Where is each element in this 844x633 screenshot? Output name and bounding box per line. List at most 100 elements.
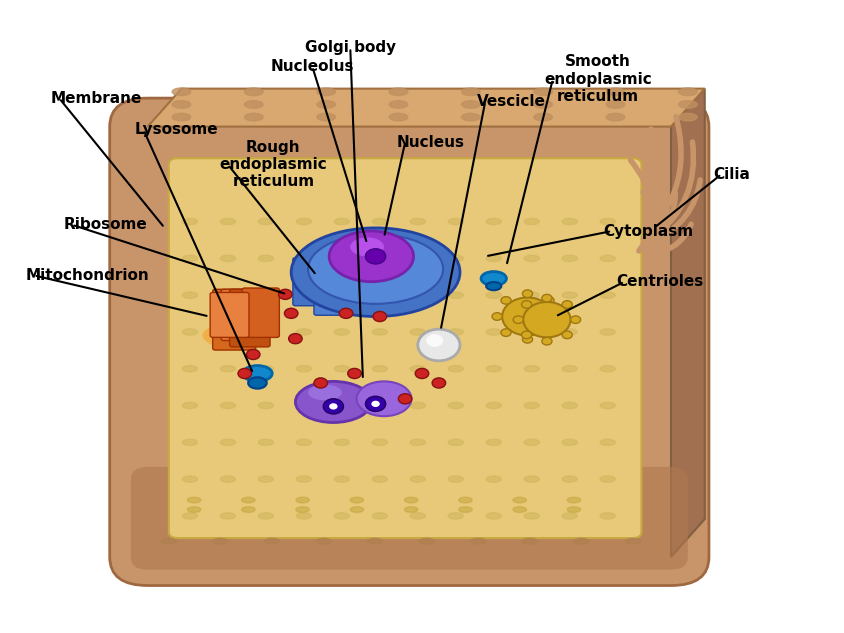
Ellipse shape [567, 498, 581, 503]
Ellipse shape [220, 329, 235, 335]
Ellipse shape [296, 513, 311, 519]
Ellipse shape [524, 476, 539, 482]
Circle shape [513, 316, 523, 323]
Circle shape [398, 394, 412, 404]
Circle shape [522, 335, 533, 343]
Ellipse shape [524, 292, 539, 298]
FancyBboxPatch shape [169, 158, 641, 538]
Ellipse shape [367, 538, 382, 544]
Ellipse shape [213, 538, 228, 544]
Ellipse shape [562, 513, 577, 519]
Ellipse shape [524, 329, 539, 335]
Ellipse shape [182, 403, 197, 409]
Text: Vescicle: Vescicle [477, 94, 546, 109]
Ellipse shape [296, 255, 311, 261]
Circle shape [544, 297, 554, 304]
Ellipse shape [410, 329, 425, 335]
Ellipse shape [389, 113, 408, 121]
Ellipse shape [182, 255, 197, 261]
Ellipse shape [308, 385, 342, 401]
Ellipse shape [220, 366, 235, 372]
Circle shape [284, 308, 298, 318]
Ellipse shape [258, 439, 273, 446]
Ellipse shape [600, 329, 615, 335]
Ellipse shape [513, 506, 527, 513]
Ellipse shape [350, 498, 364, 503]
Ellipse shape [448, 255, 463, 261]
Ellipse shape [481, 272, 506, 285]
Ellipse shape [182, 218, 197, 225]
Ellipse shape [567, 506, 581, 513]
Ellipse shape [334, 255, 349, 261]
Ellipse shape [562, 329, 577, 335]
Ellipse shape [600, 292, 615, 298]
Ellipse shape [182, 329, 197, 335]
Circle shape [371, 401, 380, 407]
Ellipse shape [600, 255, 615, 261]
Ellipse shape [296, 329, 311, 335]
Ellipse shape [203, 323, 262, 348]
Ellipse shape [372, 292, 387, 298]
Ellipse shape [606, 88, 625, 96]
Ellipse shape [329, 231, 414, 282]
Ellipse shape [182, 292, 197, 298]
Ellipse shape [513, 498, 527, 503]
Ellipse shape [350, 237, 384, 256]
Circle shape [562, 301, 572, 308]
Circle shape [323, 399, 344, 414]
Ellipse shape [182, 476, 197, 482]
Circle shape [415, 368, 429, 379]
Ellipse shape [448, 218, 463, 225]
Ellipse shape [524, 366, 539, 372]
Ellipse shape [182, 439, 197, 446]
Circle shape [418, 329, 460, 361]
Ellipse shape [562, 439, 577, 446]
Circle shape [522, 290, 533, 298]
Ellipse shape [448, 476, 463, 482]
Ellipse shape [258, 329, 273, 335]
Ellipse shape [296, 498, 310, 503]
Ellipse shape [410, 366, 425, 372]
Ellipse shape [600, 439, 615, 446]
Ellipse shape [534, 101, 553, 108]
Ellipse shape [295, 381, 371, 423]
Ellipse shape [243, 366, 272, 381]
Ellipse shape [296, 506, 310, 513]
Circle shape [542, 294, 552, 302]
Ellipse shape [562, 292, 577, 298]
Ellipse shape [372, 513, 387, 519]
Ellipse shape [600, 218, 615, 225]
Ellipse shape [404, 498, 418, 503]
Circle shape [492, 313, 502, 320]
Ellipse shape [486, 476, 501, 482]
Ellipse shape [574, 538, 589, 544]
Circle shape [501, 329, 511, 336]
Ellipse shape [258, 476, 273, 482]
Ellipse shape [606, 113, 625, 121]
Circle shape [339, 308, 353, 318]
Ellipse shape [486, 513, 501, 519]
Circle shape [365, 249, 386, 264]
Circle shape [562, 331, 572, 339]
Circle shape [348, 368, 361, 379]
Ellipse shape [410, 218, 425, 225]
Ellipse shape [448, 403, 463, 409]
Text: Cytoplasm: Cytoplasm [603, 223, 694, 239]
Ellipse shape [606, 101, 625, 108]
Ellipse shape [524, 439, 539, 446]
Ellipse shape [562, 403, 577, 409]
Ellipse shape [389, 101, 408, 108]
Text: Smooth
endoplasmic
reticulum: Smooth endoplasmic reticulum [544, 54, 652, 104]
Ellipse shape [458, 498, 472, 503]
Ellipse shape [264, 538, 279, 544]
Ellipse shape [245, 101, 263, 108]
Text: Mitochondrion: Mitochondrion [25, 268, 149, 283]
Ellipse shape [410, 476, 425, 482]
Text: Golgi body: Golgi body [305, 40, 396, 55]
Ellipse shape [448, 366, 463, 372]
Circle shape [523, 302, 571, 337]
Circle shape [571, 316, 581, 323]
Ellipse shape [334, 218, 349, 225]
FancyBboxPatch shape [301, 251, 336, 290]
Ellipse shape [316, 113, 335, 121]
